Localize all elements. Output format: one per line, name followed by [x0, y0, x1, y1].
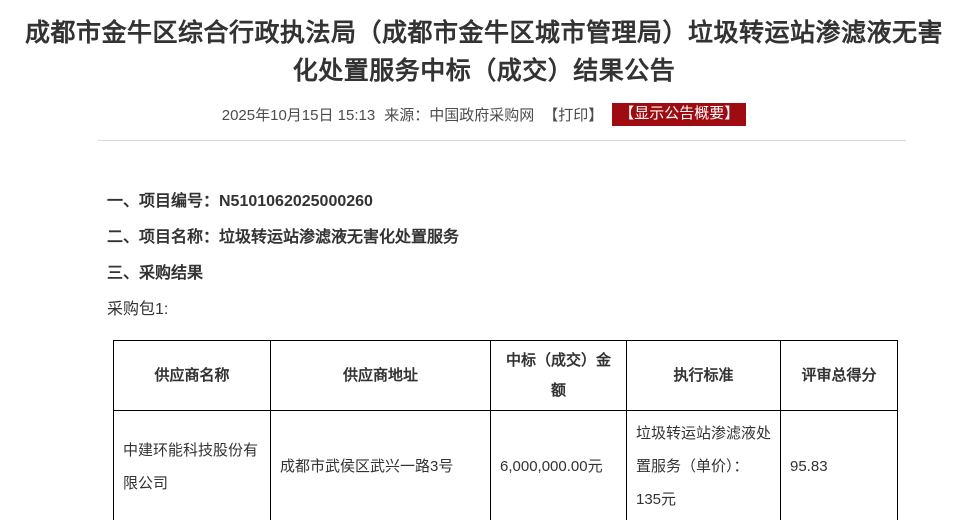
- announcement-body: 一、项目编号：N5101062025000260 二、项目名称：垃圾转运站渗滤液…: [107, 193, 968, 520]
- project-name-line: 二、项目名称：垃圾转运站渗滤液无害化处置服务: [107, 229, 460, 246]
- col-header-award-amount: 中标（成交）金额: [490, 340, 627, 411]
- cell-execution-standard: 垃圾转运站渗滤液处置服务（单价）：135元: [626, 410, 781, 520]
- table-header-row: 供应商名称 供应商地址 中标（成交）金额 执行标准 评审总得分: [113, 340, 898, 411]
- publish-datetime: 2025年10月15日 15:13: [221, 107, 376, 124]
- title-divider: [98, 140, 906, 141]
- col-header-supplier-address: 供应商地址: [270, 340, 491, 411]
- project-number-line: 一、项目编号：N5101062025000260: [107, 193, 373, 210]
- source-label: 来源：中国政府采购网: [384, 107, 535, 124]
- col-header-evaluation-score: 评审总得分: [780, 340, 898, 411]
- cell-evaluation-score: 95.83: [780, 410, 898, 520]
- table-row: 中建环能科技股份有限公司 成都市武侯区武兴一路3号 6,000,000.00元 …: [113, 410, 898, 520]
- announcement-page: 成都市金牛区综合行政执法局（成都市金牛区城市管理局）垃圾转运站渗滤液无害化处置服…: [0, 14, 968, 520]
- cell-supplier-address: 成都市武侯区武兴一路3号: [270, 410, 491, 520]
- cell-award-amount: 6,000,000.00元: [490, 410, 627, 520]
- col-header-execution-standard: 执行标准: [626, 340, 781, 411]
- print-button[interactable]: 【打印】: [543, 107, 604, 124]
- meta-bar: 2025年10月15日 15:13 来源：中国政府采购网 【打印】 【显示公告概…: [0, 103, 968, 126]
- procurement-result-heading: 三、采购结果: [107, 265, 204, 282]
- show-summary-button[interactable]: 【显示公告概要】: [612, 103, 747, 126]
- page-title: 成都市金牛区综合行政执法局（成都市金牛区城市管理局）垃圾转运站渗滤液无害化处置服…: [24, 19, 943, 85]
- result-table: 供应商名称 供应商地址 中标（成交）金额 执行标准 评审总得分 中建环能科技股份…: [113, 340, 898, 520]
- col-header-supplier-name: 供应商名称: [113, 340, 271, 411]
- cell-supplier-name: 中建环能科技股份有限公司: [113, 410, 271, 520]
- package-label: 采购包1:: [107, 301, 169, 318]
